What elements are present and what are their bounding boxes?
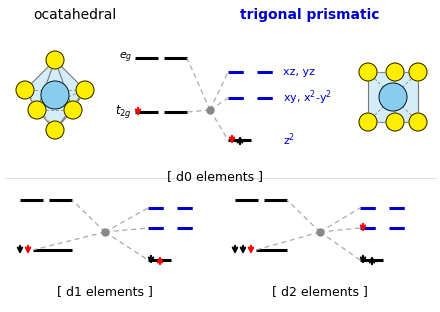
Circle shape xyxy=(359,63,377,81)
Circle shape xyxy=(16,81,34,99)
Circle shape xyxy=(409,113,427,131)
Circle shape xyxy=(359,113,377,131)
Circle shape xyxy=(28,101,46,119)
Text: $t_{2g}$: $t_{2g}$ xyxy=(115,104,132,120)
Circle shape xyxy=(386,113,404,131)
Text: [ d1 elements ]: [ d1 elements ] xyxy=(57,285,153,298)
Circle shape xyxy=(76,81,94,99)
Text: [ d2 elements ]: [ d2 elements ] xyxy=(272,285,368,298)
Text: [ d0 elements ]: [ d0 elements ] xyxy=(167,170,263,183)
Text: ocatahedral: ocatahedral xyxy=(33,8,117,22)
Circle shape xyxy=(41,81,69,109)
Circle shape xyxy=(386,63,404,81)
Polygon shape xyxy=(368,72,418,122)
Circle shape xyxy=(409,63,427,81)
Text: z$^2$: z$^2$ xyxy=(283,132,295,148)
Circle shape xyxy=(64,101,82,119)
Circle shape xyxy=(46,121,64,139)
Text: $e_g$: $e_g$ xyxy=(118,51,132,65)
Polygon shape xyxy=(25,60,85,130)
Circle shape xyxy=(379,83,407,111)
Text: xz, yz: xz, yz xyxy=(283,67,315,77)
Text: xy, x$^2$-y$^2$: xy, x$^2$-y$^2$ xyxy=(283,89,332,107)
Circle shape xyxy=(46,51,64,69)
Text: trigonal prismatic: trigonal prismatic xyxy=(240,8,380,22)
